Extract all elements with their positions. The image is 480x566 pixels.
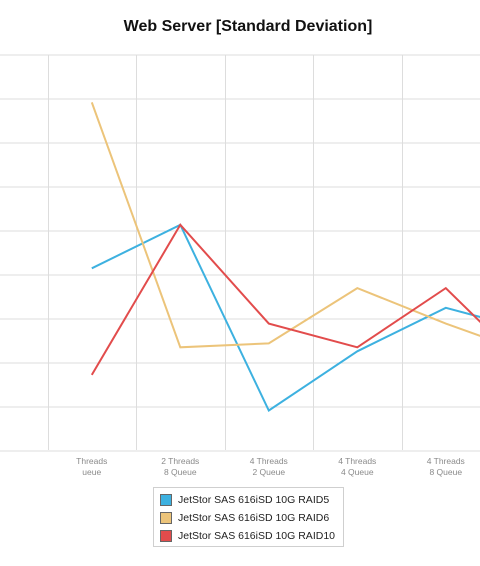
x-tick-label: 4 Threads (427, 456, 465, 466)
x-tick-label: 8 Queue (429, 467, 462, 477)
x-tick-label: 4 Threads (338, 456, 376, 466)
legend-label-raid10: JetStor SAS 616iSD 10G RAID10 (178, 530, 335, 542)
series-line-raid6 (90, 102, 480, 349)
legend-item-raid6[interactable]: JetStor SAS 616iSD 10G RAID6 (160, 509, 343, 527)
chart-title: Web Server [Standard Deviation] (123, 18, 373, 35)
grid (0, 54, 480, 452)
x-tick-label: 4 Queue (341, 467, 374, 477)
legend-swatch-raid6 (160, 512, 172, 524)
x-tick-label: Threads (76, 456, 107, 466)
legend-swatch-raid5 (160, 494, 172, 506)
series-line-raid5 (91, 223, 480, 412)
x-tick-label: ueue (82, 467, 101, 477)
legend-item-raid5[interactable]: JetStor SAS 616iSD 10G RAID5 (160, 491, 343, 509)
x-tick-label: 4 Threads (250, 456, 288, 466)
legend: JetStor SAS 616iSD 10G RAID5 JetStor SAS… (153, 487, 344, 547)
legend-label-raid5: JetStor SAS 616iSD 10G RAID5 (178, 494, 330, 506)
x-tick-label: 2 Threads (161, 456, 199, 466)
legend-label-raid6: JetStor SAS 616iSD 10G RAID6 (178, 512, 330, 524)
x-tick-label: 2 Queue (252, 467, 285, 477)
legend-item-raid10[interactable]: JetStor SAS 616iSD 10G RAID10 (160, 527, 343, 545)
series-lines (90, 102, 480, 412)
series-line-raid10 (90, 223, 480, 376)
x-tick-label: 8 Queue (164, 467, 197, 477)
legend-swatch-raid10 (160, 530, 172, 542)
